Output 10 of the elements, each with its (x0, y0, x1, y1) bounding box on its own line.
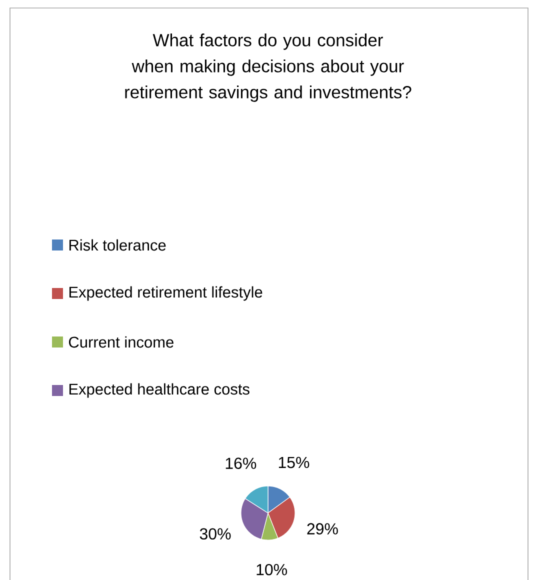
legend-label: Expected healthcare costs (69, 383, 250, 398)
data-label: 15% (278, 456, 310, 468)
legend-label: Current income (68, 336, 174, 348)
data-label: 30% (200, 528, 231, 540)
legend-label: Expected retirement lifestyle (69, 286, 262, 301)
legend-label: Risk tolerance (69, 239, 166, 251)
data-label: 10% (256, 564, 288, 576)
chart-title: What factors do you consider when making decisions about your retirement savings and investments? (125, 34, 412, 102)
data-label: 16% (226, 458, 256, 469)
data-label: 29% (307, 523, 338, 534)
